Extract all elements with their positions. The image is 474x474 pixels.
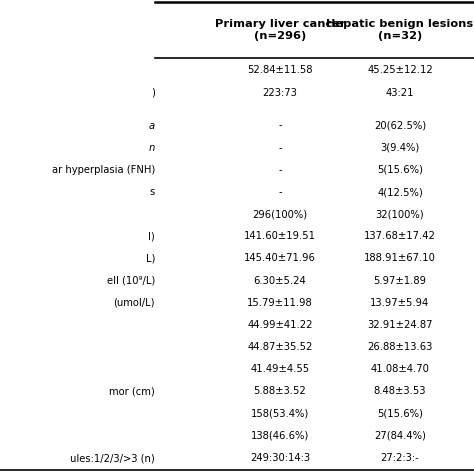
- Text: 158(53.4%): 158(53.4%): [251, 409, 309, 419]
- Text: 145.40±71.96: 145.40±71.96: [244, 254, 316, 264]
- Text: 52.84±11.58: 52.84±11.58: [247, 64, 313, 74]
- Text: 4(12.5%): 4(12.5%): [377, 187, 423, 197]
- Text: -: -: [278, 165, 282, 175]
- Text: 8.48±3.53: 8.48±3.53: [374, 386, 426, 396]
- Text: 26.88±13.63: 26.88±13.63: [367, 342, 433, 352]
- Text: 188.91±67.10: 188.91±67.10: [364, 254, 436, 264]
- Text: 141.60±19.51: 141.60±19.51: [244, 231, 316, 241]
- Text: L): L): [146, 254, 155, 264]
- Text: Primary liver cancer
(n=296): Primary liver cancer (n=296): [215, 19, 346, 41]
- Text: 137.68±17.42: 137.68±17.42: [364, 231, 436, 241]
- Text: 41.08±4.70: 41.08±4.70: [371, 364, 429, 374]
- Text: 249:30:14:3: 249:30:14:3: [250, 453, 310, 464]
- Text: ell (10⁹/L): ell (10⁹/L): [107, 275, 155, 286]
- Text: 44.99±41.22: 44.99±41.22: [247, 320, 313, 330]
- Text: ules:1/2/3/>3 (n): ules:1/2/3/>3 (n): [70, 453, 155, 464]
- Text: 3(9.4%): 3(9.4%): [380, 143, 419, 153]
- Text: 32(100%): 32(100%): [376, 209, 424, 219]
- Text: ar hyperplasia (FNH): ar hyperplasia (FNH): [52, 165, 155, 175]
- Text: 5(15.6%): 5(15.6%): [377, 409, 423, 419]
- Text: 43:21: 43:21: [386, 88, 414, 98]
- Text: (umol/L): (umol/L): [113, 298, 155, 308]
- Text: l): l): [148, 231, 155, 241]
- Text: 6.30±5.24: 6.30±5.24: [254, 275, 306, 286]
- Text: 32.91±24.87: 32.91±24.87: [367, 320, 433, 330]
- Text: 44.87±35.52: 44.87±35.52: [247, 342, 313, 352]
- Text: 15.79±11.98: 15.79±11.98: [247, 298, 313, 308]
- Text: -: -: [278, 120, 282, 130]
- Text: 45.25±12.12: 45.25±12.12: [367, 64, 433, 74]
- Text: 41.49±4.55: 41.49±4.55: [250, 364, 310, 374]
- Text: 5.88±3.52: 5.88±3.52: [254, 386, 306, 396]
- Text: ): ): [151, 88, 155, 98]
- Text: 296(100%): 296(100%): [253, 209, 308, 219]
- Text: -: -: [278, 143, 282, 153]
- Text: -: -: [278, 187, 282, 197]
- Text: 5(15.6%): 5(15.6%): [377, 165, 423, 175]
- Text: 20(62.5%): 20(62.5%): [374, 120, 426, 130]
- Text: 27:2:3:-: 27:2:3:-: [381, 453, 419, 464]
- Text: a: a: [149, 120, 155, 130]
- Text: 27(84.4%): 27(84.4%): [374, 431, 426, 441]
- Text: 13.97±5.94: 13.97±5.94: [370, 298, 429, 308]
- Text: 138(46.6%): 138(46.6%): [251, 431, 309, 441]
- Text: 223:73: 223:73: [263, 88, 298, 98]
- Text: s: s: [150, 187, 155, 197]
- Text: mor (cm): mor (cm): [109, 386, 155, 396]
- Text: 5.97±1.89: 5.97±1.89: [374, 275, 427, 286]
- Text: Hepatic benign lesions
(n=32): Hepatic benign lesions (n=32): [327, 19, 474, 41]
- Text: n: n: [149, 143, 155, 153]
